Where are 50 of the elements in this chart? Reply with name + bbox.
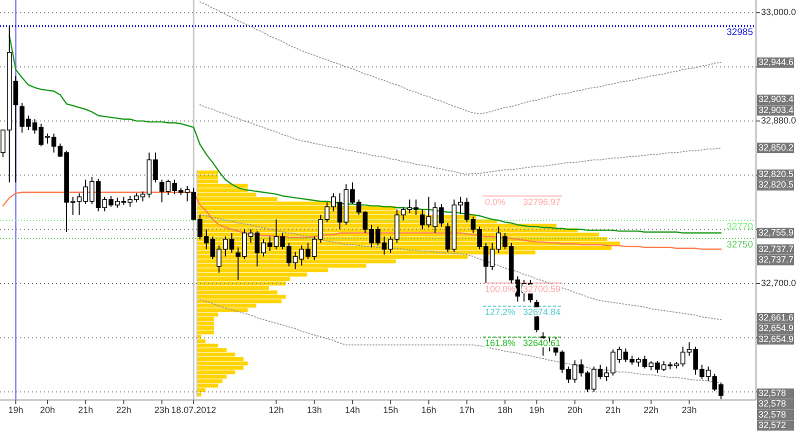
text: 32,755.9 [758, 227, 794, 238]
text: 32,903.4 [758, 104, 794, 115]
x-tick-label: 19h [529, 405, 544, 415]
bar [197, 184, 248, 188]
text: 32,661.6 [758, 312, 794, 323]
text: 32,578 [758, 388, 786, 398]
text: 32,578 [758, 398, 786, 409]
text: 32,737.7 [758, 244, 794, 254]
y-tick-label: 33,000.0 [761, 7, 796, 18]
x-tick-label: 14h [344, 405, 360, 415]
x-tick-label: 17h [459, 405, 474, 415]
x-tick-label: 18.07.2012 [171, 405, 216, 415]
text: 32,578 [758, 409, 786, 420]
ref-line-label: 0.0% 32796.97 [485, 196, 561, 207]
line-series [8, 34, 722, 234]
y-tick-label: 32,880.0 [761, 115, 796, 126]
text: 32,654.9 [758, 334, 794, 344]
candlestick [159, 179, 164, 203]
text: 32,903.4 [758, 94, 794, 104]
text: 32,820.5 [758, 180, 794, 190]
text: 32,572 [758, 420, 786, 430]
x-tick-label: 20h [40, 405, 55, 415]
text: 32,850.2 [758, 142, 794, 152]
bar [197, 294, 286, 299]
x-tick-label: 23h [682, 405, 697, 415]
x-tick-label: 22h [644, 405, 659, 415]
x-tick-label: 22h [116, 405, 132, 415]
x-tick-label: 15h [383, 405, 398, 415]
x-tick-label: 13h [306, 405, 322, 415]
x-tick-label: 20h [567, 405, 582, 415]
x-tick-label: 21h [78, 405, 94, 415]
x-tick-label: 16h [421, 405, 436, 415]
x-tick-label: 12h [268, 405, 284, 415]
text: 32,944.6 [758, 57, 794, 68]
bar [197, 330, 214, 334]
line-series [199, 1, 722, 114]
text: 32,820.5 [758, 169, 794, 180]
y-tick-label: 32,700.0 [761, 278, 796, 288]
bar [197, 379, 222, 384]
x-tick-label: 18h [497, 405, 512, 415]
text: 32,737.7 [758, 254, 794, 264]
line-series [199, 214, 722, 320]
line-series [199, 104, 722, 175]
ref-line-label: 32750 [726, 239, 753, 250]
x-tick-label: 19h [8, 405, 24, 415]
x-tick-label: 23h [154, 405, 170, 415]
x-tick-label: 21h [605, 405, 620, 415]
ref-line-label: 32770 [726, 221, 753, 232]
ref-line-label: 32985 [726, 27, 753, 38]
text: 32,654.9 [758, 323, 794, 334]
